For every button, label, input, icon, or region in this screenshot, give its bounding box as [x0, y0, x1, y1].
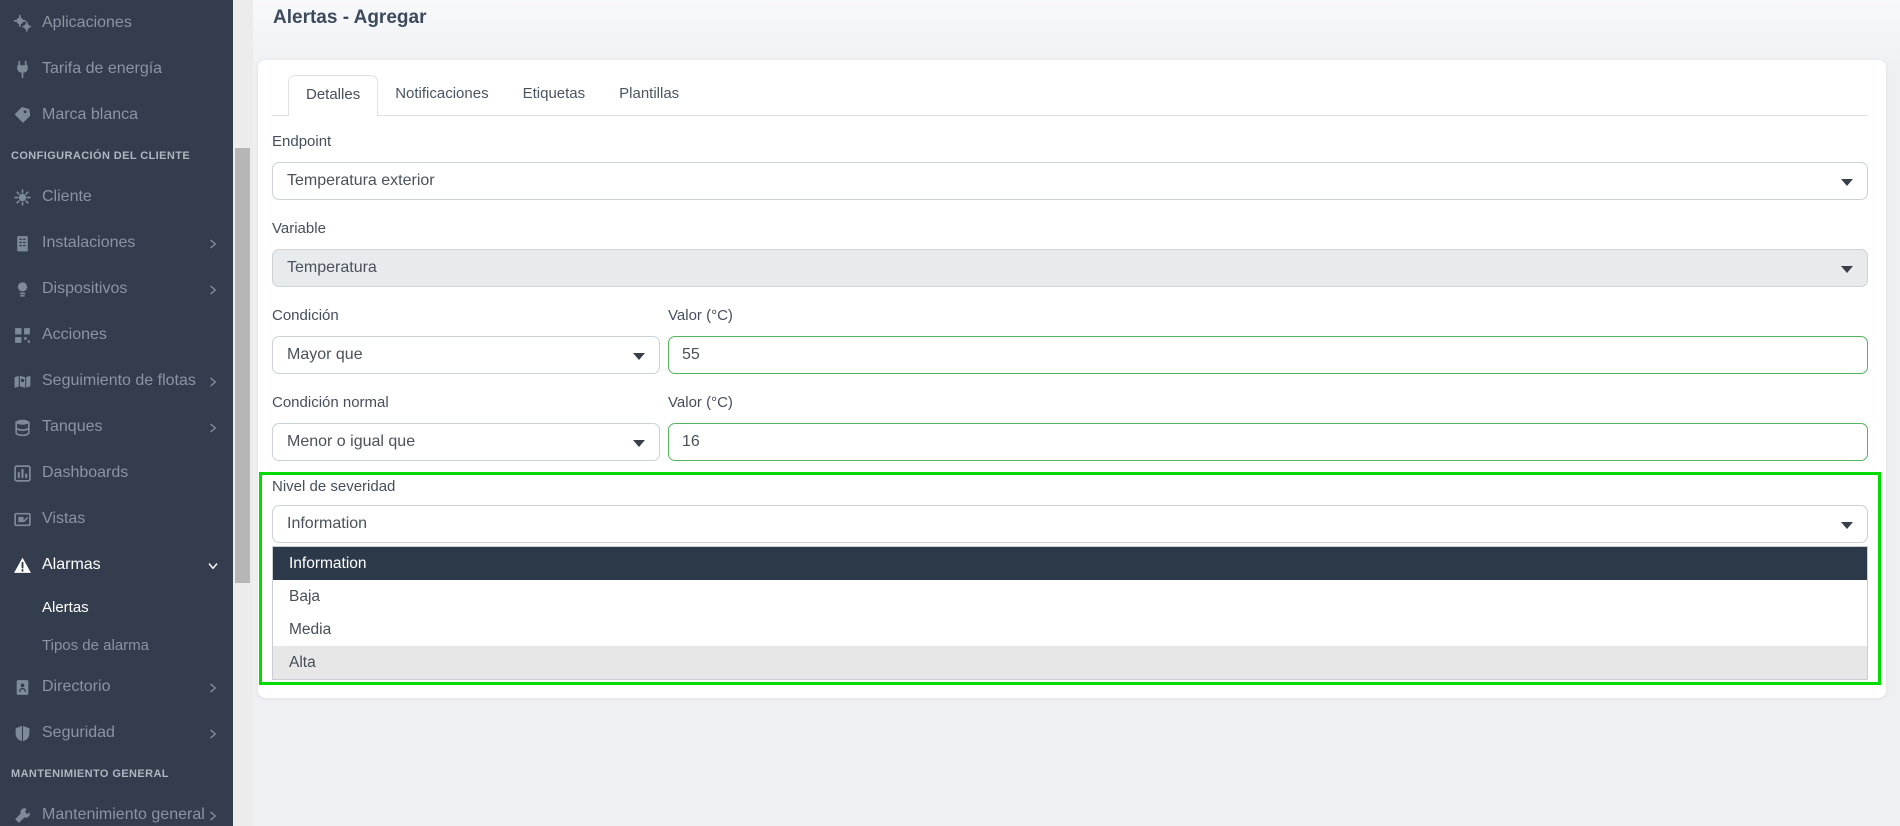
page-title: Alertas - Agregar	[273, 7, 427, 28]
map-icon	[11, 371, 33, 391]
sidebar-item-dashboards[interactable]: Dashboards	[0, 450, 233, 496]
tab-etiquetas[interactable]: Etiquetas	[522, 85, 586, 102]
tab-plantillas[interactable]: Plantillas	[619, 85, 680, 102]
condition-select-value: Mayor que	[287, 346, 363, 363]
severity-option-information[interactable]: Information	[273, 547, 1867, 580]
condition-label: Condición	[272, 307, 339, 324]
normal-value-input[interactable]	[668, 423, 1868, 461]
grid-icon	[11, 325, 33, 345]
sidebar-item-label: Mantenimiento general	[42, 806, 205, 823]
variable-label: Variable	[272, 220, 326, 237]
sidebar-item-label: Tarifa de energía	[42, 60, 163, 77]
annotation-highlight-box: Nivel de severidad Information Informati…	[259, 472, 1881, 685]
contacts-icon	[11, 677, 33, 697]
sidebar-item-label: Seguimiento de flotas	[42, 372, 196, 389]
variable-select: Temperatura	[272, 249, 1868, 287]
chevron-down-icon	[207, 559, 219, 571]
severity-label: Nivel de severidad	[272, 478, 396, 495]
normal-value-label: Valor (°C)	[668, 394, 733, 411]
chevron-right-icon	[207, 375, 219, 387]
chevron-right-icon	[207, 809, 219, 821]
sidebar-item-label: Dispositivos	[42, 280, 128, 297]
condition-select[interactable]: Mayor que	[272, 336, 660, 374]
tag-icon	[11, 105, 33, 125]
chevron-right-icon	[207, 421, 219, 433]
sidebar-item-alarmas[interactable]: Alarmas	[0, 542, 233, 588]
chevron-right-icon	[207, 237, 219, 249]
normal-condition-label: Condición normal	[272, 394, 389, 411]
severity-select-value: Information	[287, 515, 368, 532]
sidebar-item-aplicaciones[interactable]: Aplicaciones	[0, 0, 233, 46]
bulb-icon	[11, 279, 33, 299]
sidebar-item-mantenimiento-general[interactable]: Mantenimiento general	[0, 792, 233, 826]
warning-icon	[11, 555, 33, 575]
sidebar-section-mantenimiento-general: MANTENIMIENTO GENERAL	[11, 768, 169, 780]
sidebar-item-instalaciones[interactable]: Instalaciones	[0, 220, 233, 266]
sidebar: Aplicaciones Tarifa de energía Marca bla…	[0, 0, 233, 826]
sidebar-item-tarifa-de-energia[interactable]: Tarifa de energía	[0, 46, 233, 92]
sidebar-item-seguridad[interactable]: Seguridad	[0, 710, 233, 756]
alert-form-card: Detalles Notificaciones Etiquetas Planti…	[258, 60, 1886, 698]
sidebar-scrollbar-track[interactable]	[233, 0, 253, 826]
monitor-icon	[11, 509, 33, 529]
severity-option-alta[interactable]: Alta	[273, 646, 1867, 679]
shield-icon	[11, 723, 33, 743]
tab-bar: Detalles Notificaciones Etiquetas Planti…	[272, 75, 1868, 116]
sidebar-item-directorio[interactable]: Directorio	[0, 664, 233, 710]
endpoint-label: Endpoint	[272, 133, 332, 150]
sidebar-item-cliente[interactable]: Cliente	[0, 174, 233, 220]
building-icon	[11, 233, 33, 253]
sidebar-item-label: Aplicaciones	[42, 14, 132, 31]
sidebar-item-label: Dashboards	[42, 464, 129, 481]
severity-option-media[interactable]: Media	[289, 621, 332, 638]
sidebar-item-label: Tanques	[42, 418, 103, 435]
sidebar-item-seguimiento-de-flotas[interactable]: Seguimiento de flotas	[0, 358, 233, 404]
chart-icon	[11, 463, 33, 483]
database-icon	[11, 417, 33, 437]
normal-condition-select-value: Menor o igual que	[287, 433, 416, 450]
sidebar-item-label: Marca blanca	[42, 106, 139, 123]
variable-select-value: Temperatura	[287, 259, 377, 276]
tab-detalles[interactable]: Detalles	[288, 75, 379, 116]
sidebar-subitem-alertas[interactable]: Alertas	[42, 598, 89, 616]
main-content: Alertas - Agregar Detalles Notificacione…	[253, 0, 1900, 826]
sidebar-item-label: Alarmas	[42, 556, 101, 573]
severity-select[interactable]: Information	[272, 505, 1868, 543]
sidebar-item-dispositivos[interactable]: Dispositivos	[0, 266, 233, 312]
severity-option-baja[interactable]: Baja	[289, 588, 321, 605]
normal-condition-select[interactable]: Menor o igual que	[272, 423, 660, 461]
sidebar-scrollbar-thumb[interactable]	[235, 148, 250, 583]
severity-options-dropdown: Information Baja Media Alta	[272, 546, 1868, 680]
sidebar-item-marca-blanca[interactable]: Marca blanca	[0, 92, 233, 138]
sidebar-item-label: Directorio	[42, 678, 111, 695]
sidebar-item-label: Instalaciones	[42, 234, 136, 251]
sidebar-item-tanques[interactable]: Tanques	[0, 404, 233, 450]
sidebar-item-acciones[interactable]: Acciones	[0, 312, 233, 358]
endpoint-select-value: Temperatura exterior	[287, 172, 435, 189]
gears-icon	[11, 13, 33, 33]
sidebar-item-vistas[interactable]: Vistas	[0, 496, 233, 542]
sidebar-item-label: Acciones	[42, 326, 107, 343]
sidebar-subitem-tipos-de-alarma[interactable]: Tipos de alarma	[42, 636, 149, 654]
value-input[interactable]	[668, 336, 1868, 374]
endpoint-select[interactable]: Temperatura exterior	[272, 162, 1868, 200]
tab-notificaciones[interactable]: Notificaciones	[395, 85, 489, 102]
sidebar-item-label: Seguridad	[42, 724, 115, 741]
chevron-right-icon	[207, 727, 219, 739]
chevron-right-icon	[207, 681, 219, 693]
value-label: Valor (°C)	[668, 307, 733, 324]
chevron-right-icon	[207, 283, 219, 295]
sidebar-section-configuracion-cliente: CONFIGURACIÓN DEL CLIENTE	[11, 150, 191, 162]
sidebar-item-label: Vistas	[42, 510, 86, 527]
wrench-icon	[11, 805, 33, 825]
gear-icon	[11, 187, 33, 207]
sidebar-item-label: Cliente	[42, 188, 92, 205]
plug-icon	[11, 59, 33, 79]
